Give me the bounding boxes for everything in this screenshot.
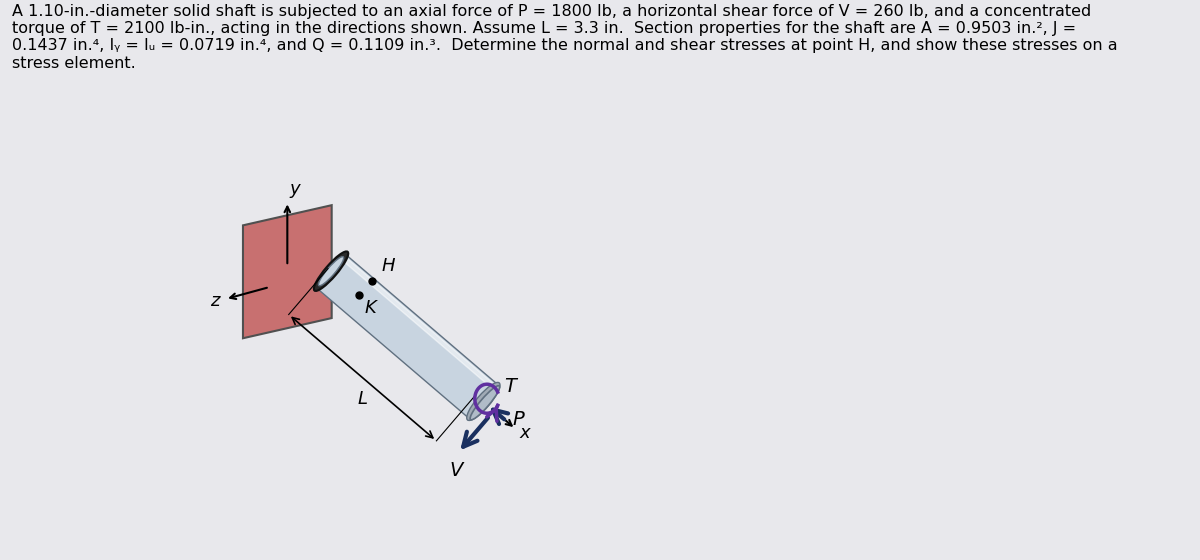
Text: V: V bbox=[450, 460, 463, 479]
Ellipse shape bbox=[467, 382, 500, 421]
Text: T: T bbox=[504, 377, 516, 396]
Text: z: z bbox=[210, 292, 220, 310]
Text: K: K bbox=[364, 300, 376, 318]
Polygon shape bbox=[242, 205, 331, 338]
Text: P: P bbox=[512, 409, 524, 428]
Polygon shape bbox=[317, 255, 499, 419]
Ellipse shape bbox=[470, 386, 499, 420]
Text: y: y bbox=[289, 180, 300, 198]
Text: A 1.10-in.-diameter solid shaft is subjected to an axial force of P = 1800 lb, a: A 1.10-in.-diameter solid shaft is subje… bbox=[12, 3, 1117, 71]
Text: H: H bbox=[382, 257, 395, 275]
Text: L: L bbox=[358, 390, 367, 408]
Polygon shape bbox=[342, 256, 498, 391]
Ellipse shape bbox=[318, 256, 343, 286]
Text: x: x bbox=[520, 424, 530, 442]
Ellipse shape bbox=[314, 251, 348, 291]
